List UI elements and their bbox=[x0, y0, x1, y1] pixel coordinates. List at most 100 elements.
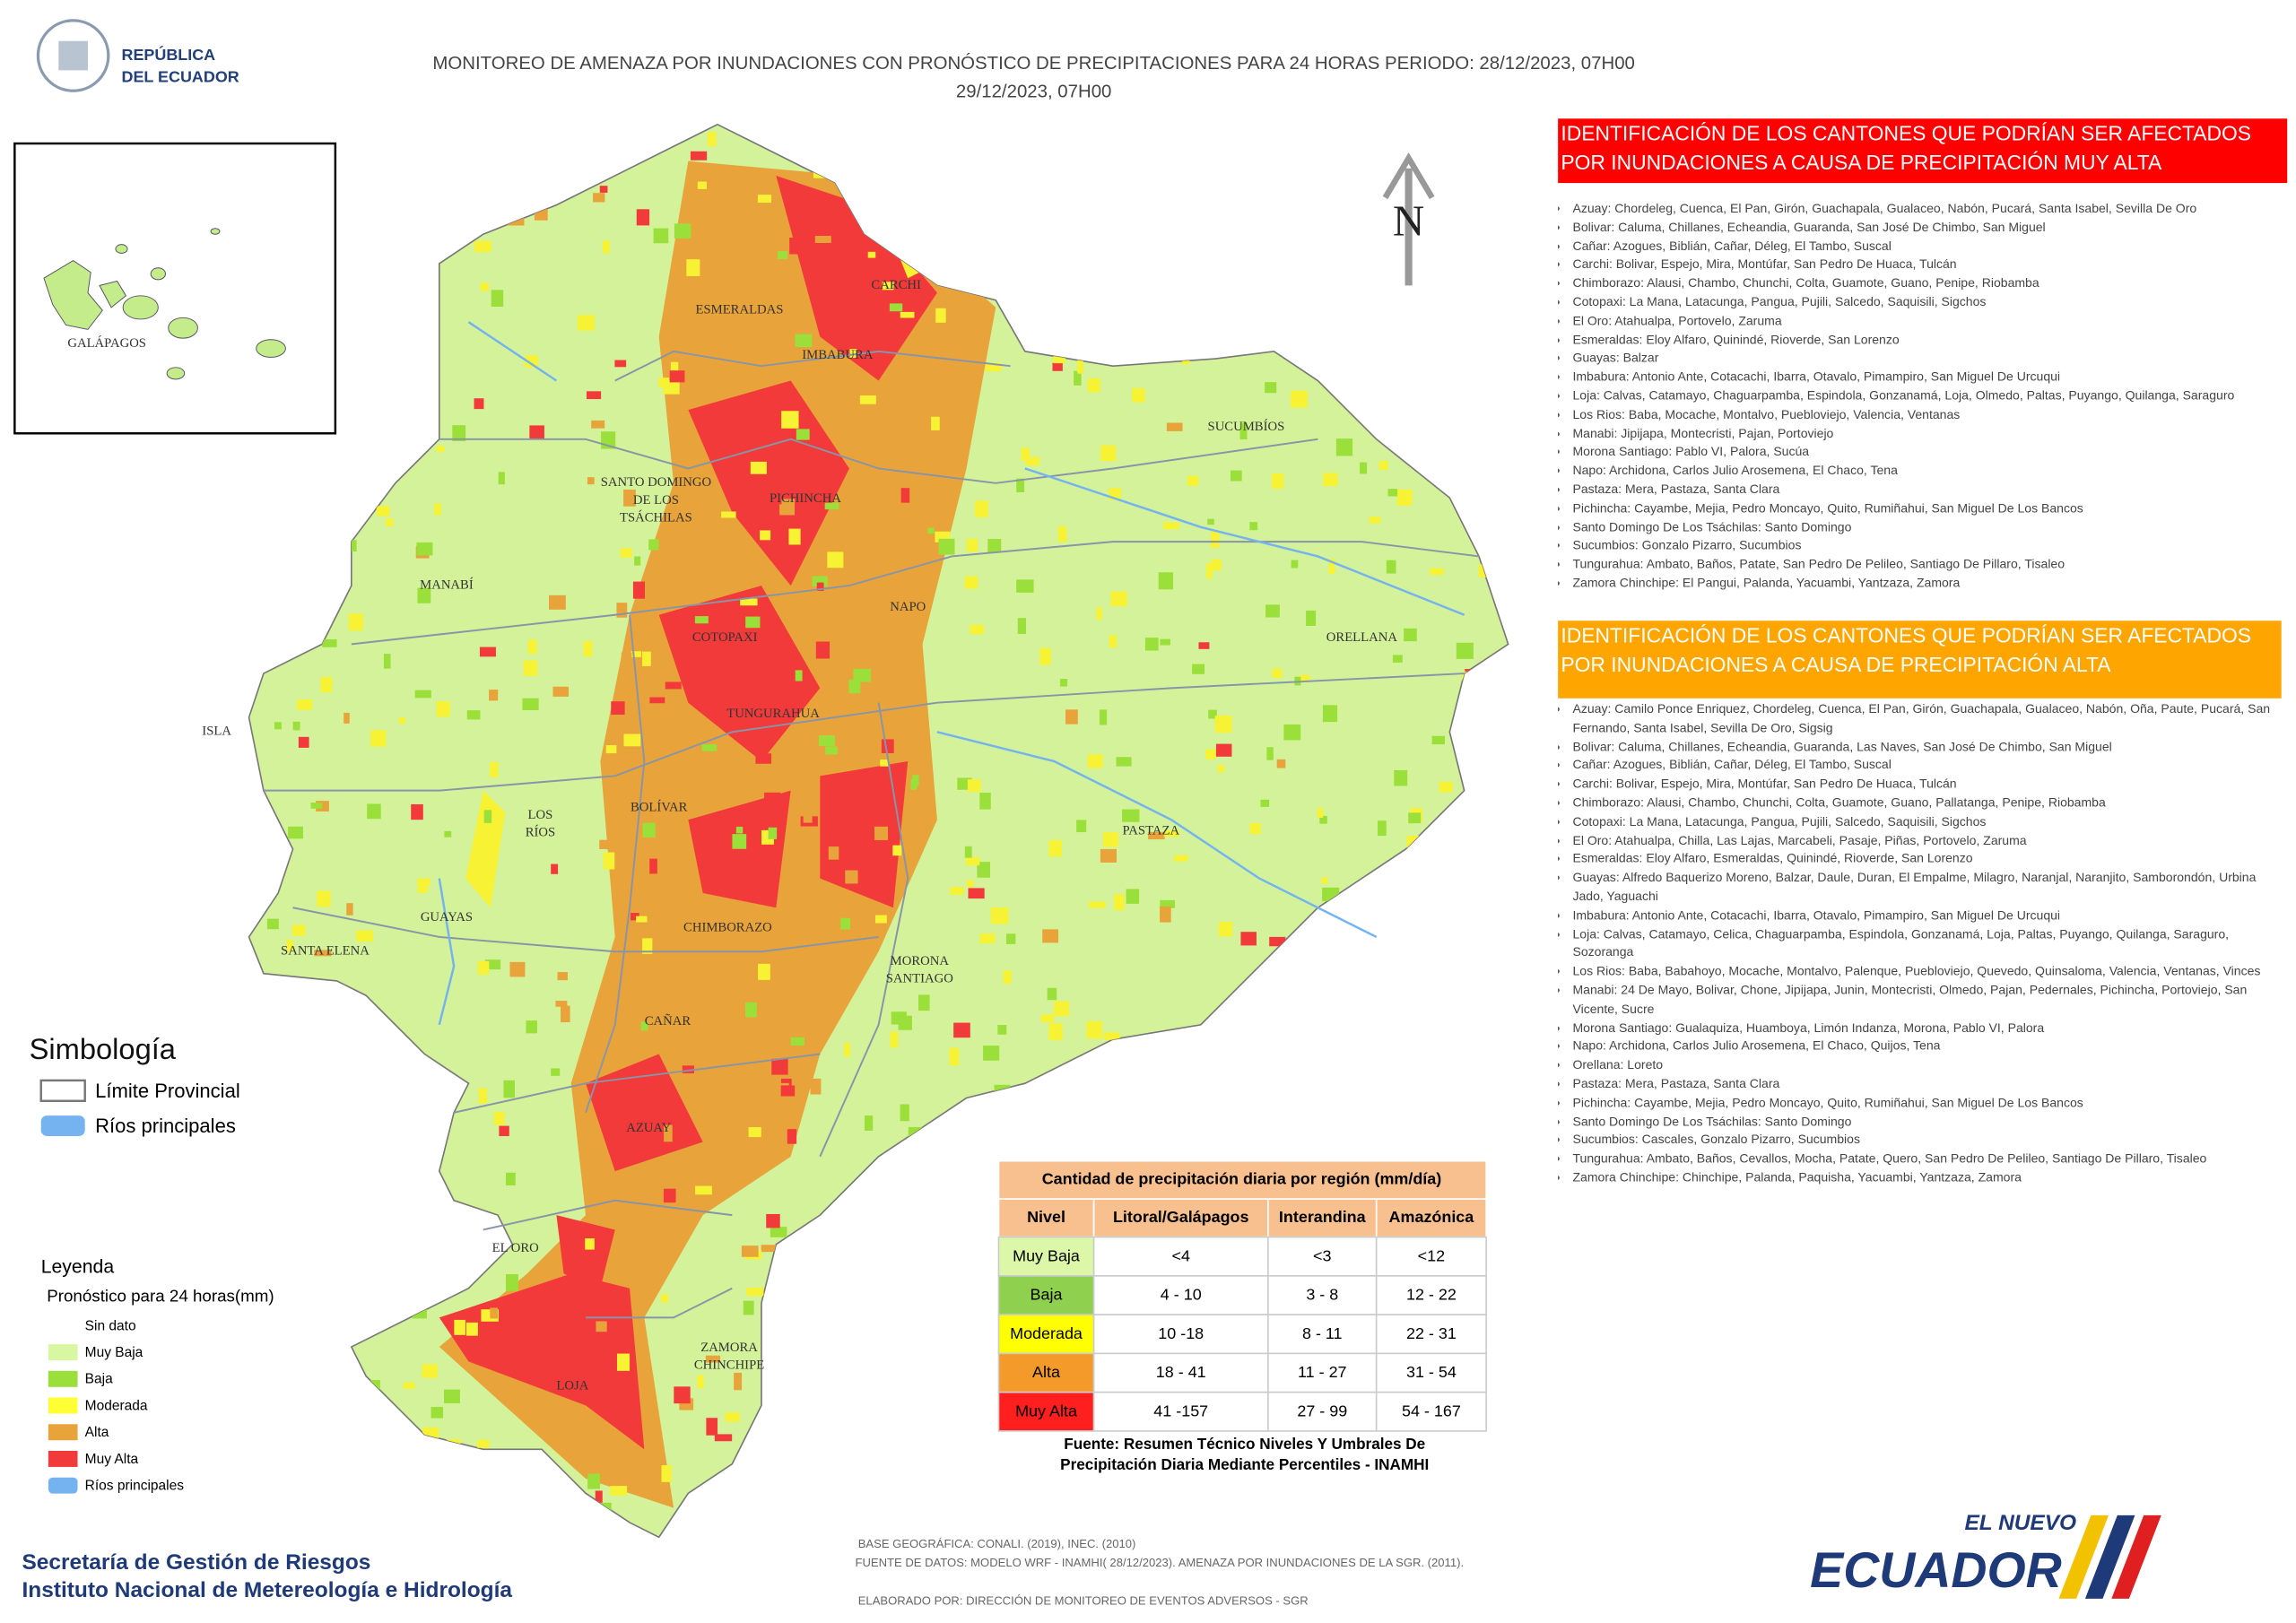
hazard-cell bbox=[252, 1414, 259, 1432]
hazard-cell bbox=[1314, 1037, 1329, 1046]
hazard-cell bbox=[1181, 1513, 1189, 1529]
canton-item: Loja: Calvas, Catamayo, Chaguarpamba, Es… bbox=[1572, 386, 2287, 405]
hazard-cell bbox=[849, 349, 857, 359]
hazard-cell bbox=[1291, 560, 1299, 568]
hazard-cell bbox=[697, 1375, 704, 1389]
hazard-cell bbox=[1360, 462, 1368, 474]
hazard-cell bbox=[326, 455, 334, 473]
hazard-cell bbox=[357, 283, 372, 297]
hazard-cell bbox=[402, 417, 415, 430]
hazard-cell bbox=[392, 372, 410, 387]
hazard-cell bbox=[251, 1490, 263, 1498]
hazard-cell bbox=[700, 198, 718, 216]
hazard-cell bbox=[436, 701, 450, 717]
hazard-cell bbox=[1113, 894, 1125, 911]
hazard-cell bbox=[1048, 839, 1062, 857]
hazard-cell bbox=[788, 1449, 796, 1461]
hazard-cell bbox=[774, 1485, 792, 1502]
hazard-cell bbox=[622, 1532, 637, 1538]
hazard-cell bbox=[966, 538, 978, 552]
hazard-cell bbox=[317, 890, 331, 907]
symbol-label: Ríos principales bbox=[95, 1115, 236, 1137]
hazard-cell bbox=[1103, 1032, 1120, 1040]
hazard-cell bbox=[1438, 1494, 1446, 1510]
hazard-cell bbox=[883, 1152, 890, 1159]
table-level: Alta bbox=[1032, 1363, 1060, 1381]
hazard-cell bbox=[266, 918, 279, 930]
hazard-cell bbox=[1416, 959, 1432, 974]
table-value: 54 - 167 bbox=[1402, 1402, 1461, 1419]
hazard-cell bbox=[1039, 205, 1057, 213]
legend-label: Ríos principales bbox=[85, 1479, 185, 1494]
hazard-cell bbox=[1023, 1443, 1035, 1453]
hazard-cell bbox=[661, 1294, 668, 1303]
hazard-cell bbox=[748, 718, 765, 725]
hazard-cell bbox=[1090, 1509, 1099, 1516]
hazard-cell bbox=[1047, 987, 1057, 1001]
hazard-cell bbox=[1003, 970, 1012, 985]
hazard-cell bbox=[634, 556, 641, 566]
hazard-cell bbox=[789, 237, 805, 255]
hazard-cell bbox=[648, 539, 659, 551]
hazard-cell bbox=[737, 434, 749, 447]
hazard-cell bbox=[549, 1481, 564, 1495]
hazard-cell bbox=[370, 730, 387, 747]
hazard-cell bbox=[701, 744, 718, 751]
hazard-cell bbox=[983, 1046, 1000, 1061]
province-label: CHINCHIPE bbox=[694, 1358, 764, 1373]
footer-note: BASE GEOGRÁFICA: CONALI. (2019), INEC. (… bbox=[858, 1537, 1136, 1550]
hazard-cell bbox=[599, 186, 608, 193]
hazard-cell bbox=[478, 1088, 488, 1104]
hazard-cell bbox=[422, 1427, 439, 1445]
hazard-cell bbox=[953, 1022, 970, 1038]
hazard-cell bbox=[1144, 638, 1159, 651]
hazard-cell bbox=[525, 355, 538, 369]
hazard-cell bbox=[314, 1131, 326, 1146]
hazard-cell bbox=[979, 933, 996, 944]
table-value: <3 bbox=[1313, 1246, 1331, 1264]
hazard-cell bbox=[503, 1080, 515, 1098]
hazard-cell bbox=[1415, 877, 1424, 890]
hazard-cell bbox=[875, 915, 887, 924]
hazard-cell bbox=[577, 315, 596, 331]
table-source: Precipitación Diaria Mediante Percentile… bbox=[1060, 1455, 1429, 1473]
hazard-cell bbox=[401, 1458, 416, 1475]
canton-item: Cañar: Azogues, Biblián, Cañar, Déleg, E… bbox=[1572, 237, 2287, 256]
hazard-cell bbox=[1151, 1509, 1159, 1523]
hazard-cell bbox=[485, 1493, 500, 1503]
hazard-cell bbox=[960, 136, 971, 151]
hazard-cell bbox=[790, 1037, 804, 1046]
hazard-cell bbox=[979, 792, 991, 810]
hazard-cell bbox=[1382, 1137, 1400, 1155]
hazard-cell bbox=[293, 1316, 308, 1334]
hazard-cell bbox=[490, 761, 499, 777]
canton-item: Imbabura: Antonio Ante, Cotacachi, Ibarr… bbox=[1572, 368, 2287, 386]
hazard-cell bbox=[1321, 877, 1328, 884]
table-source: Fuente: Resumen Técnico Niveles Y Umbral… bbox=[1064, 1435, 1425, 1453]
hazard-cell bbox=[814, 1522, 822, 1536]
hazard-cell bbox=[1091, 1089, 1106, 1102]
hazard-cell bbox=[275, 840, 289, 852]
hazard-cell bbox=[1290, 390, 1308, 408]
hazard-cell bbox=[1166, 422, 1183, 431]
hazard-cell bbox=[889, 303, 903, 312]
table-cell bbox=[1092, 1236, 1269, 1277]
hazard-cell bbox=[257, 1413, 267, 1430]
hazard-cell bbox=[630, 758, 639, 764]
table-cell bbox=[1375, 1391, 1487, 1432]
hazard-cell bbox=[503, 177, 521, 186]
province-label: SANTA ELENA bbox=[281, 944, 370, 959]
hazard-cell bbox=[1215, 743, 1232, 757]
legend-subtitle: Pronóstico para 24 horas(mm) bbox=[47, 1287, 274, 1306]
hazard-cell bbox=[1252, 1072, 1270, 1089]
hazard-cell bbox=[363, 461, 379, 473]
hazard-cell bbox=[1230, 470, 1242, 482]
canton-item: Sucumbios: Gonzalo Pizarro, Sucumbios bbox=[1572, 536, 2287, 555]
hazard-cell bbox=[1181, 172, 1190, 184]
hazard-cell bbox=[985, 362, 1002, 372]
canton-item: Santo Domingo De Los Tsáchilas: Santo Do… bbox=[1572, 517, 2287, 536]
hazard-cell bbox=[317, 1092, 333, 1101]
hazard-cell bbox=[395, 185, 413, 200]
province-label: IMBABURA bbox=[802, 348, 874, 362]
hazard-cell bbox=[997, 147, 1010, 155]
